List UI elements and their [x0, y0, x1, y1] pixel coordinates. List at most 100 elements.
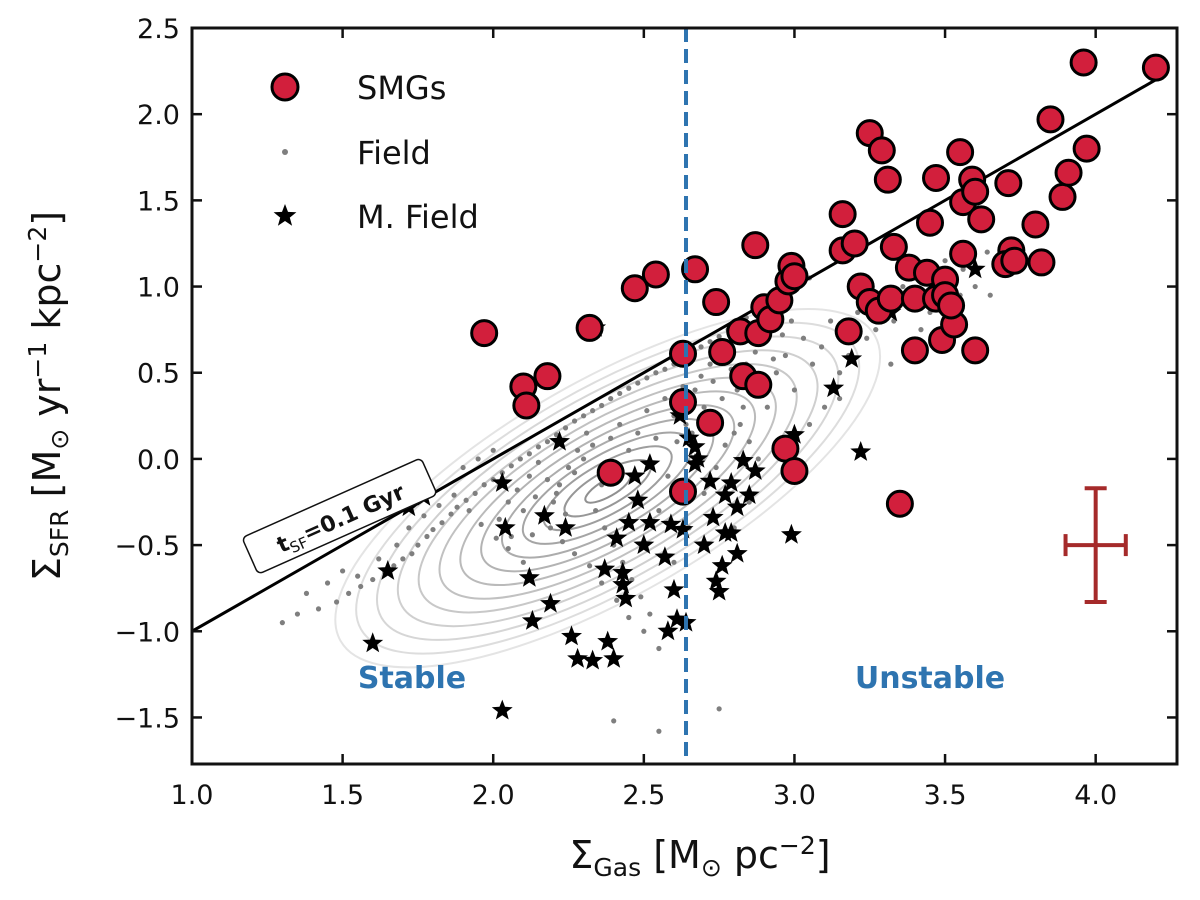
m-field-point: [781, 523, 802, 544]
field-point: [505, 545, 511, 552]
m-field-point: [738, 484, 760, 504]
smg-point: [702, 288, 731, 317]
m-field-point: [744, 460, 766, 480]
m-field-series: [362, 258, 986, 720]
field-point: [481, 482, 487, 488]
field-point: [638, 594, 644, 600]
smg-point: [946, 138, 975, 167]
reference-line-label: tSF=0.1 Gyr: [242, 458, 437, 574]
field-point: [526, 451, 532, 457]
field-point: [463, 497, 469, 503]
field-point: [900, 283, 906, 290]
field-point: [644, 408, 650, 414]
smg-point: [967, 205, 996, 234]
smg-point: [780, 456, 809, 485]
field-point: [873, 327, 879, 333]
m-field-point: [850, 441, 872, 461]
smg-point: [915, 208, 944, 237]
m-field-point: [663, 578, 685, 599]
smg-point: [681, 255, 710, 284]
field-point: [496, 516, 502, 522]
smg-point: [1021, 210, 1050, 239]
m-field-point: [549, 430, 570, 451]
m-field-point: [618, 511, 640, 532]
field-point: [580, 413, 587, 419]
field-point: [358, 583, 364, 590]
field-point: [674, 439, 680, 445]
field-point: [376, 556, 382, 562]
field-point: [773, 370, 779, 376]
field-point: [698, 373, 704, 379]
field-point: [972, 283, 978, 290]
m-field-point: [684, 435, 706, 456]
m-field-point: [654, 546, 676, 567]
y-tick-label: 2.0: [137, 100, 180, 131]
m-field-point: [567, 647, 588, 668]
field-point: [490, 447, 496, 453]
smg-point: [470, 319, 499, 348]
legend-smg-marker: [270, 72, 300, 102]
m-field-point: [612, 573, 634, 594]
field-point: [788, 318, 795, 324]
m-field-point: [377, 560, 399, 580]
x-tick-label: 3.5: [924, 780, 967, 811]
m-field-point: [606, 527, 628, 548]
field-point: [580, 456, 587, 462]
smg-point: [596, 458, 625, 487]
field-point: [722, 442, 728, 448]
smg-point: [961, 336, 990, 365]
plot-frame: [190, 26, 1179, 766]
field-point: [746, 439, 752, 445]
field-point: [571, 551, 578, 557]
field-point: [303, 590, 310, 596]
field-point: [626, 447, 632, 453]
field-point: [529, 532, 535, 538]
field-point: [593, 508, 599, 514]
field-point: [355, 573, 361, 579]
m-field-point: [555, 516, 576, 537]
field-point: [752, 349, 758, 355]
m-field-point: [597, 630, 619, 651]
m-field-point: [702, 506, 724, 527]
field-point: [864, 335, 870, 341]
contour-level: [334, 308, 882, 669]
contour-level: [542, 445, 673, 532]
m-field-point: [687, 447, 709, 468]
field-point: [400, 556, 406, 562]
field-point: [421, 513, 427, 519]
field-point: [888, 361, 894, 367]
field-point: [653, 370, 659, 376]
m-field-point: [841, 347, 863, 368]
field-point: [454, 504, 460, 510]
legend-m-field-label: M. Field: [357, 198, 479, 236]
field-point: [535, 444, 542, 450]
field-point: [716, 333, 722, 340]
field-point: [960, 266, 966, 272]
field-point: [451, 492, 457, 498]
field-point: [617, 421, 623, 428]
m-field-point: [672, 518, 694, 539]
m-field-point: [521, 609, 543, 630]
field-point: [716, 706, 722, 712]
smg-point: [575, 313, 604, 342]
field-point: [584, 430, 590, 436]
field-point: [782, 352, 789, 359]
x-axis: 1.0 1.5 2.0 2.5 3.0 3.5 4.0: [171, 28, 1117, 811]
field-point: [821, 404, 828, 410]
m-field-point: [639, 453, 661, 473]
field-point: [587, 563, 593, 569]
field-point: [439, 520, 445, 526]
field-point: [550, 499, 557, 505]
field-point: [806, 421, 813, 428]
x-tick-label: 1.5: [321, 780, 364, 811]
field-point: [508, 463, 514, 469]
y-tick-label: 0.0: [137, 445, 180, 476]
field-point: [409, 551, 415, 557]
y-tick-label: −0.5: [114, 531, 180, 562]
m-field-point: [823, 377, 845, 398]
field-point: [740, 404, 746, 410]
m-field-point: [666, 608, 688, 629]
x-tick-label: 3.0: [773, 780, 816, 811]
contour-level: [355, 321, 861, 655]
field-point: [701, 404, 707, 410]
